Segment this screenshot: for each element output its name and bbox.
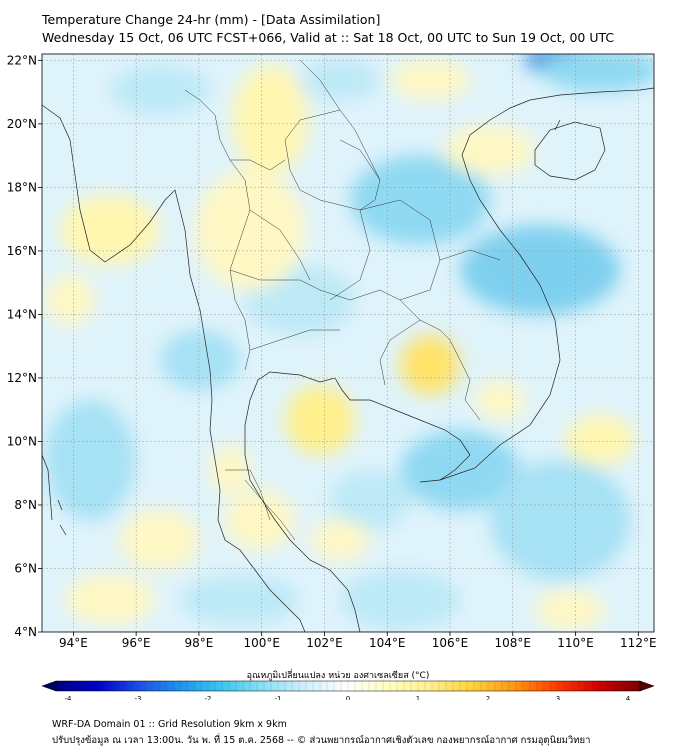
colorbar-tick-label: -1: [275, 695, 282, 700]
lon-tick-label: 100°E: [243, 636, 280, 650]
colorbar-min-arrow: [41, 680, 57, 692]
lon-tick-label: 98°E: [184, 636, 213, 650]
lon-tick-label: 94°E: [59, 636, 88, 650]
lat-tick-label: 12°N: [7, 371, 37, 385]
colorbar-tick-label: 3: [556, 695, 560, 700]
lon-tick-label: 96°E: [122, 636, 151, 650]
lon-tick-label: 112°E: [620, 636, 657, 650]
chart-subtitle: Wednesday 15 Oct, 06 UTC FCST+066, Valid…: [42, 30, 615, 45]
lat-tick-label: 10°N: [7, 434, 37, 448]
admin-borders: [184, 59, 501, 541]
lon-tick-label: 104°E: [369, 636, 406, 650]
colorbar-tick-label: 2: [486, 695, 490, 700]
lon-tick-label: 110°E: [557, 636, 594, 650]
temperature-field: [42, 54, 654, 632]
lat-tick-label: 22°N: [7, 53, 37, 67]
lat-tick-label: 20°N: [7, 117, 37, 131]
footer-credits: ปรับปรุงข้อมูล ณ เวลา 13:00น. วัน พ. ที่…: [52, 735, 591, 746]
lat-tick-label: 6°N: [14, 561, 37, 575]
colorbar-tick-label: -2: [205, 695, 212, 700]
lat-tick-label: 8°N: [14, 498, 37, 512]
lat-tick-label: 4°N: [14, 625, 37, 639]
lon-tick-label: 108°E: [495, 636, 532, 650]
colorbar-max-arrow: [639, 680, 655, 692]
chart-title: Temperature Change 24-hr (mm) - [Data As…: [42, 12, 381, 27]
lat-tick-label: 18°N: [7, 180, 37, 194]
colorbar-tick-label: -3: [135, 695, 142, 700]
colorbar: -4 -3 -2 -1 0 1 2 3 4: [41, 680, 655, 700]
colorbar-tick-label: -4: [65, 695, 73, 700]
colorbar-tick-label: 0: [346, 695, 350, 700]
lat-tick-label: 16°N: [7, 244, 37, 258]
lon-tick-label: 106°E: [432, 636, 469, 650]
footer-model-info: WRF-DA Domain 01 :: Grid Resolution 9km …: [52, 719, 287, 730]
map-figure: 94°E 96°E 98°E 100°E 102°E 104°E 106°E 108°E 110…: [7, 53, 657, 700]
colorbar-tick-label: 4: [626, 695, 631, 700]
lon-tick-label: 102°E: [306, 636, 343, 650]
colorbar-tick-label: 1: [416, 695, 420, 700]
coastline: [42, 87, 654, 632]
lat-tick-label: 14°N: [7, 307, 37, 321]
colorbar-title: อุณหภูมิเปลี่ยนแปลง หน่วย องศาเซลเซียส (…: [246, 671, 430, 681]
